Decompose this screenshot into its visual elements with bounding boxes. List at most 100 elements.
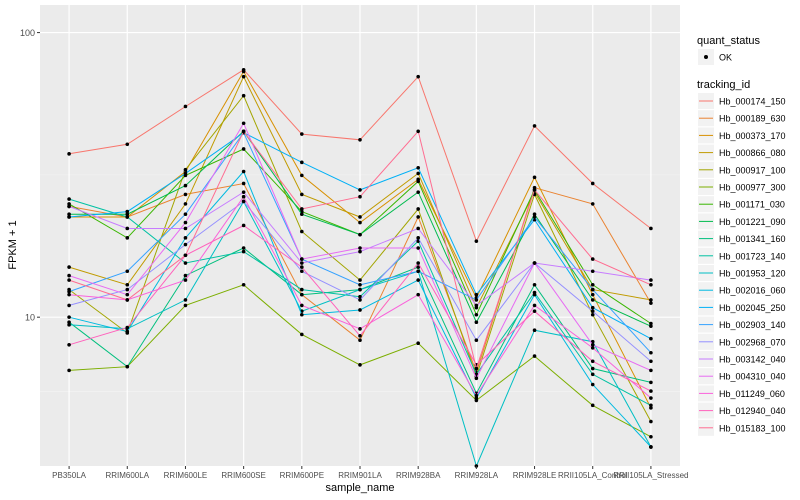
x-tick-label: RRII105LA_Stressed <box>613 471 688 480</box>
data-point <box>67 215 71 219</box>
data-point <box>67 315 71 319</box>
data-point <box>416 129 420 134</box>
data-point <box>241 223 246 228</box>
legend-series-label: Hb_001171_030 <box>719 200 785 210</box>
data-point <box>649 368 653 373</box>
data-point <box>183 226 188 231</box>
x-tick-label: PB350LA <box>52 471 86 480</box>
series-Hb_002968_070 <box>67 199 653 364</box>
legend-series-label: Hb_002968_070 <box>719 337 786 347</box>
data-point <box>358 138 362 142</box>
data-point <box>67 289 71 294</box>
data-point <box>300 332 304 337</box>
data-point <box>590 382 595 387</box>
data-point <box>300 257 304 261</box>
x-tick-label: RRIM600LA <box>105 471 149 480</box>
data-point <box>67 152 71 156</box>
data-point <box>300 192 304 197</box>
legend-series-label: Hb_004310_040 <box>719 372 786 382</box>
data-point <box>416 269 420 274</box>
data-point <box>67 273 71 278</box>
data-point <box>532 175 537 180</box>
legend-quant-title: quant_status <box>697 35 760 47</box>
data-point <box>183 220 188 225</box>
data-point <box>183 261 188 265</box>
data-point <box>125 292 130 297</box>
data-point <box>125 226 130 231</box>
legend-series-label: Hb_003142_040 <box>719 355 786 365</box>
data-point <box>649 419 653 424</box>
data-point <box>590 359 595 364</box>
data-point <box>532 282 537 287</box>
data-point <box>474 366 479 371</box>
data-point <box>358 246 362 250</box>
data-point <box>67 303 71 308</box>
data-point <box>358 215 362 219</box>
data-point <box>125 329 130 334</box>
data-point <box>125 236 130 240</box>
x-axis-ticks: PB350LA RRIM600LA RRIM600LE RRIM600SE RRIM60… <box>52 466 688 480</box>
data-point <box>67 202 71 206</box>
legend-series-label: Hb_000373_170 <box>719 131 786 141</box>
data-point <box>590 342 595 347</box>
data-point <box>183 167 188 172</box>
data-point <box>183 171 188 176</box>
data-point <box>67 278 71 282</box>
legend-series-label: Hb_001723_140 <box>719 251 786 261</box>
data-point <box>416 215 420 219</box>
data-point <box>532 309 537 313</box>
y-tick-label: 10 <box>25 313 35 323</box>
data-point <box>532 212 537 217</box>
data-point <box>474 320 479 325</box>
data-point <box>532 328 537 333</box>
data-point <box>67 204 71 209</box>
data-point <box>416 165 420 170</box>
data-point <box>416 236 420 240</box>
data-point <box>183 242 188 247</box>
data-point <box>358 327 362 331</box>
data-point <box>125 269 130 274</box>
data-point <box>416 261 420 265</box>
data-point <box>590 366 595 371</box>
data-point <box>300 265 304 269</box>
grid-lines <box>40 5 680 466</box>
data-point <box>474 303 479 308</box>
data-point <box>183 236 188 240</box>
data-point <box>67 292 71 297</box>
legend: quant_status OK tracking_id Hb_000174_15… <box>697 35 786 436</box>
data-point <box>358 294 362 299</box>
data-point <box>241 74 246 79</box>
data-point <box>532 215 537 219</box>
data-point <box>241 181 246 186</box>
data-point <box>300 287 304 292</box>
data-point <box>532 292 537 297</box>
data-point <box>649 301 653 305</box>
data-point <box>474 393 479 398</box>
data-point <box>590 346 595 350</box>
series-Hb_004310_040 <box>67 121 653 381</box>
x-tick-label: RRIM928LA <box>455 471 499 480</box>
data-point <box>300 292 304 297</box>
legend-series-label: Hb_000174_150 <box>719 97 786 107</box>
legend-series-label: Hb_000189_630 <box>719 114 786 124</box>
data-point <box>358 363 362 367</box>
data-point <box>590 181 595 186</box>
data-point <box>125 287 130 292</box>
data-point <box>241 199 246 204</box>
data-point <box>125 282 130 287</box>
data-point <box>474 338 479 343</box>
data-point <box>416 278 420 282</box>
data-point <box>649 324 653 328</box>
data-point <box>241 246 246 250</box>
series-Hb_000174_150 <box>67 67 653 243</box>
legend-series-label: Hb_000977_300 <box>719 183 786 193</box>
data-point <box>532 303 537 308</box>
data-point <box>590 292 595 297</box>
data-point <box>649 380 653 385</box>
data-point <box>241 194 246 199</box>
x-tick-label: RRIM928LE <box>513 471 557 480</box>
legend-series-label: Hb_012940_040 <box>719 406 786 416</box>
data-point <box>590 282 595 287</box>
data-point <box>183 202 188 206</box>
